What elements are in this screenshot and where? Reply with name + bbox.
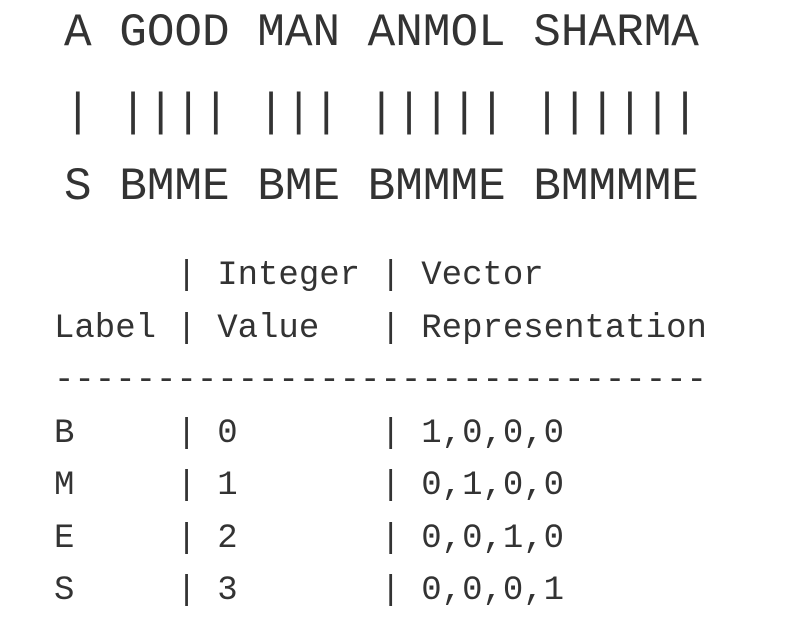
table-row-s: S | 3 | 0,0,0,1: [54, 572, 565, 610]
bars-line: | |||| ||| ||||| ||||||: [64, 87, 699, 139]
words-line: A GOOD MAN ANMOL SHARMA: [64, 7, 699, 59]
table-row-m: M | 1 | 0,1,0,0: [54, 467, 565, 505]
table-row-e: E | 2 | 0,0,1,0: [54, 519, 565, 558]
label-encoding-table: | Integer | Vector Label | Value | Repres…: [54, 250, 707, 618]
table-header-line-1: | Integer | Vector: [54, 257, 544, 295]
table-row-b: B | 0 | 1,0,0,0: [54, 414, 565, 453]
table-header-line-2: Label | Value | Representation: [54, 309, 707, 348]
tags-line: S BMME BME BMMME BMMMME: [64, 161, 699, 213]
table-separator: --------------------------------: [54, 362, 707, 400]
